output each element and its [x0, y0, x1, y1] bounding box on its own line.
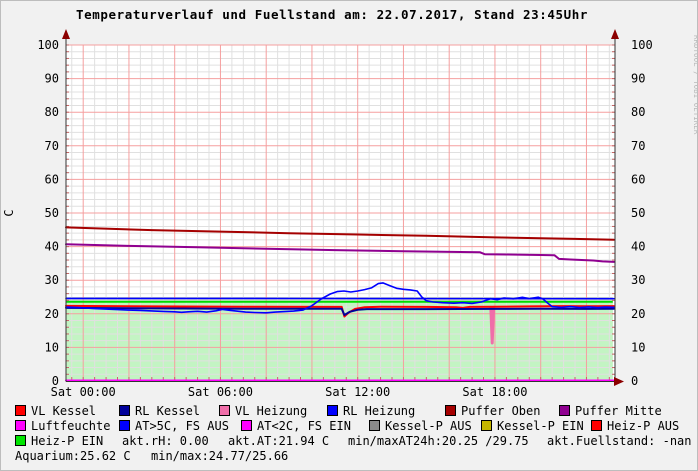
- series-puffer-oben: [65, 226, 615, 241]
- stat-min-maxat24h-20-25-29-75: min/maxAT24h:20.25 /29.75: [348, 435, 529, 448]
- y-axis-label-right: 90: [631, 72, 645, 86]
- legend-swatch-rl-heizung-icon: [327, 405, 338, 416]
- legend-label: akt.Fuellstand: -nan: [547, 434, 692, 448]
- y-axis-label-left: 100: [37, 38, 59, 52]
- legend-item-at-2c-fs-ein: AT<2C, FS EIN: [241, 420, 351, 433]
- legend-swatch-heiz-p-ein-icon: [15, 435, 26, 446]
- legend-label: Luftfeuchte: [31, 419, 111, 433]
- x-axis-label: Sat 00:00: [51, 385, 116, 399]
- legend-label: RL Heizung: [343, 404, 416, 418]
- y-axis-label-right: 80: [631, 105, 645, 119]
- legend-label: Heiz-P AUS: [607, 419, 680, 433]
- legend-swatch-at-5c-fs-aus-icon: [119, 420, 130, 431]
- y-axis-label-left: 60: [45, 172, 59, 186]
- stat-akt-fuellstand-nan: akt.Fuellstand: -nan: [547, 435, 692, 448]
- arrow-up-right-icon: [611, 29, 619, 39]
- legend-label: Puffer Oben: [461, 404, 541, 418]
- x-axis-label: Sat 12:00: [325, 385, 390, 399]
- legend-label: Kessel-P AUS: [385, 419, 472, 433]
- stat-akt-at-21-94-c: akt.AT:21.94 C: [228, 435, 329, 448]
- legend-label: VL Heizung: [235, 404, 308, 418]
- y-axis-label-left: 80: [45, 105, 59, 119]
- legend-label: RL Kessel: [135, 404, 201, 418]
- y-axis-label-right: 40: [631, 240, 645, 254]
- legend-item-luftfeuchte: Luftfeuchte: [15, 420, 110, 433]
- legend-item-heiz-p-aus: Heiz-P AUS: [591, 420, 679, 433]
- legend-item-kessel-p-ein: Kessel-P EIN: [481, 420, 584, 433]
- y-axis-unit-label: C: [2, 209, 16, 216]
- y-axis-label-left: 30: [45, 273, 59, 287]
- y-axis-label-right: 0: [631, 374, 638, 388]
- x-axis-label: Sat 06:00: [188, 385, 253, 399]
- legend-swatch-rl-kessel-icon: [119, 405, 130, 416]
- y-axis-label-left: 70: [45, 139, 59, 153]
- y-axis-label-left: 20: [45, 307, 59, 321]
- legend-item-vl-kessel: VL Kessel: [15, 405, 96, 418]
- legend-label: AT>5C, FS AUS: [135, 419, 229, 433]
- series-vl-heizung: [489, 305, 496, 345]
- legend-label: min/maxAT24h:20.25 /29.75: [348, 434, 529, 448]
- watermark: RRDTOOL / TOBI OETIKER: [692, 35, 698, 135]
- legend-label: Kessel-P EIN: [497, 419, 584, 433]
- stat-min-max-24-77-25-66: min/max:24.77/25.66: [151, 450, 288, 463]
- legend-item-rl-kessel: RL Kessel: [119, 405, 200, 418]
- y-axis-label-left: 40: [45, 240, 59, 254]
- legend-item-rl-heizung: RL Heizung: [327, 405, 415, 418]
- legend-swatch-kessel-p-ein-icon: [481, 420, 492, 431]
- y-axis-label-right: 50: [631, 206, 645, 220]
- y-axis-label-left: 50: [45, 206, 59, 220]
- legend-label: akt.AT:21.94 C: [228, 434, 330, 448]
- y-axis-label-left: 10: [45, 340, 59, 354]
- legend-item-heiz-p-ein: Heiz-P EIN: [15, 435, 103, 448]
- legend-swatch-heiz-p-aus-icon: [591, 420, 602, 431]
- arrow-right-icon: [614, 377, 624, 386]
- legend-label: Heiz-P EIN: [31, 434, 104, 448]
- y-axis-label-right: 100: [631, 38, 653, 52]
- legend-swatch-vl-kessel-icon: [15, 405, 26, 416]
- y-axis-label-right: 20: [631, 307, 645, 321]
- series-vl-kessel: [65, 304, 615, 318]
- y-axis-label-right: 10: [631, 340, 645, 354]
- legend-item-vl-heizung: VL Heizung: [219, 405, 307, 418]
- series-rl-kessel: [65, 306, 615, 316]
- arrow-up-left-icon: [62, 29, 70, 39]
- legend-swatch-luftfeuchte-icon: [15, 420, 26, 431]
- y-axis-label-right: 60: [631, 172, 645, 186]
- legend-swatch-kessel-p-aus-icon: [369, 420, 380, 431]
- y-axis-label-left: 0: [52, 374, 59, 388]
- legend-item-at-5c-fs-aus: AT>5C, FS AUS: [119, 420, 229, 433]
- legend-swatch-at-2c-fs-ein-icon: [241, 420, 252, 431]
- y-axis-label-right: 70: [631, 139, 645, 153]
- stat-aquarium-25-62-c: Aquarium:25.62 C: [15, 450, 131, 463]
- legend-item-puffer-mitte: Puffer Mitte: [559, 405, 662, 418]
- legend-label: AT<2C, FS EIN: [257, 419, 351, 433]
- series-puffer-mitte: [65, 243, 615, 263]
- legend-label: min/max:24.77/25.66: [151, 449, 289, 463]
- legend-label: akt.rH: 0.00: [122, 434, 209, 448]
- stat-akt-rh-0-00: akt.rH: 0.00: [122, 435, 209, 448]
- series-at-5c-fs-aus: [65, 282, 615, 314]
- x-axis-label: Sat 18:00: [462, 385, 527, 399]
- legend-label: Aquarium:25.62 C: [15, 449, 131, 463]
- legend-label: VL Kessel: [31, 404, 97, 418]
- graph-title: Temperaturverlauf und Fuellstand am: 22.…: [76, 7, 588, 22]
- legend-swatch-puffer-oben-icon: [445, 405, 456, 416]
- y-axis-label-right: 30: [631, 273, 645, 287]
- legend-swatch-vl-heizung-icon: [219, 405, 230, 416]
- legend-swatch-puffer-mitte-icon: [559, 405, 570, 416]
- graph-canvas: 0 0 10 10 20 20 30 30 40 40 50 50 60 60 70 70 80 80 90 90 10…: [2, 29, 698, 399]
- y-axis-label-left: 90: [45, 72, 59, 86]
- legend-item-kessel-p-aus: Kessel-P AUS: [369, 420, 472, 433]
- legend-label: Puffer Mitte: [575, 404, 662, 418]
- legend-item-puffer-oben: Puffer Oben: [445, 405, 540, 418]
